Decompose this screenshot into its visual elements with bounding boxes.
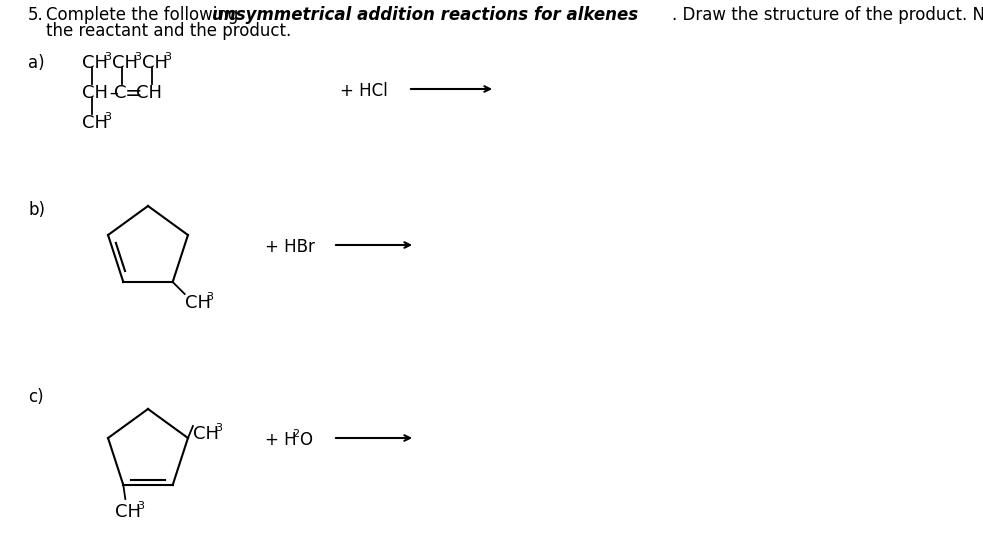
Text: b): b) (28, 201, 45, 219)
Text: the reactant and the product.: the reactant and the product. (46, 22, 291, 40)
Text: . Draw the structure of the product. Name: . Draw the structure of the product. Nam… (672, 6, 983, 24)
Text: 5.: 5. (28, 6, 44, 24)
Text: + HBr: + HBr (265, 238, 315, 256)
Text: 3: 3 (164, 52, 171, 62)
Text: CH: CH (185, 294, 210, 312)
Text: Complete the following: Complete the following (46, 6, 244, 24)
Text: O: O (299, 431, 312, 449)
Text: CH: CH (142, 54, 168, 72)
Text: CH: CH (112, 54, 138, 72)
Text: 2: 2 (292, 429, 299, 439)
Text: 3: 3 (104, 52, 111, 62)
Text: CH: CH (136, 84, 162, 102)
Text: c): c) (28, 388, 43, 406)
Text: + H: + H (265, 431, 297, 449)
Text: unsymmetrical addition reactions for alkenes: unsymmetrical addition reactions for alk… (212, 6, 638, 24)
Text: + HCl: + HCl (340, 82, 387, 100)
Text: a): a) (28, 54, 44, 72)
Text: C: C (114, 84, 127, 102)
Text: 3: 3 (206, 292, 213, 302)
Text: CH: CH (193, 425, 219, 443)
Text: –: – (104, 84, 125, 102)
Text: CH: CH (82, 84, 108, 102)
Text: CH: CH (115, 503, 142, 521)
Text: 3: 3 (134, 52, 141, 62)
Text: CH: CH (82, 54, 108, 72)
Text: 3: 3 (215, 423, 222, 433)
Text: 3: 3 (104, 112, 111, 122)
Text: =: = (125, 84, 143, 104)
Text: 3: 3 (138, 501, 145, 511)
Text: CH: CH (82, 114, 108, 132)
